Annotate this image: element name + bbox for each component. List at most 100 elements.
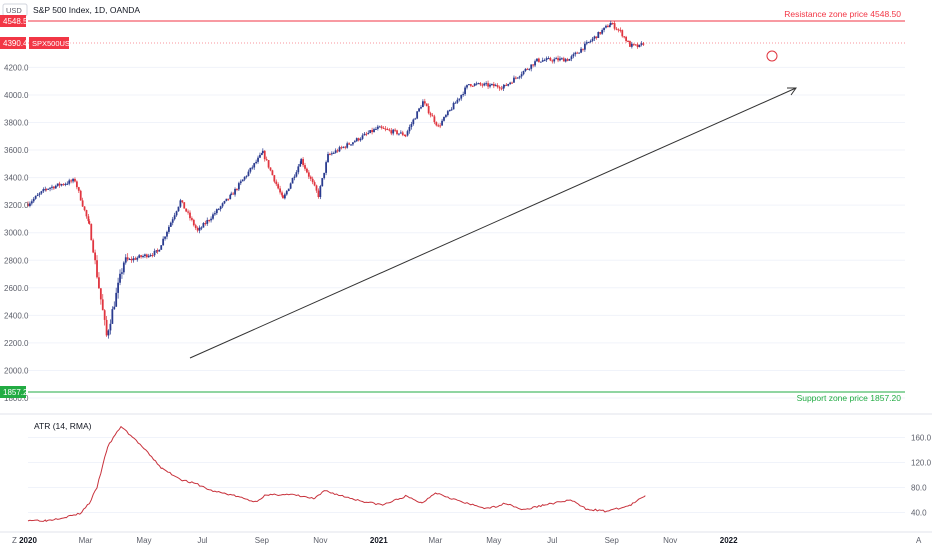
candle-body <box>422 101 424 108</box>
time-tick-label: 2021 <box>370 536 388 545</box>
candle-body <box>51 186 53 188</box>
price-axis[interactable]: 1800.0 2000.0 2200.0 2400.0 2600.0 2800.0 3000… <box>4 63 29 403</box>
candle-body <box>404 135 407 137</box>
candle-body <box>625 36 628 41</box>
timezone-toggle[interactable]: Z <box>12 536 17 545</box>
candle-body <box>578 52 581 54</box>
candle-body <box>466 85 468 88</box>
candle-body <box>603 27 605 31</box>
candle-body <box>375 128 377 130</box>
candle-body <box>367 132 370 134</box>
candle-body <box>291 177 294 184</box>
candle-body <box>534 61 536 66</box>
candle-body <box>416 111 419 119</box>
candle-body <box>642 43 645 45</box>
candle-body <box>96 260 98 278</box>
candle-body <box>267 160 270 168</box>
candle-body <box>134 258 137 260</box>
candle-body <box>441 120 443 126</box>
time-tick-label: Mar <box>79 536 93 545</box>
candle-body <box>619 29 622 31</box>
svg-text:4548.5: 4548.5 <box>3 17 28 26</box>
candle-body <box>380 126 383 128</box>
candle-body <box>122 262 125 273</box>
price-tick-label: 2800.0 <box>4 256 29 265</box>
candle-body <box>79 190 82 201</box>
candle-body <box>204 223 207 225</box>
candle-body <box>570 56 573 60</box>
atr-axis[interactable]: 40.0 80.0 120.0 160.0 <box>911 434 932 518</box>
candle-body <box>253 163 256 168</box>
candle-body <box>398 133 400 135</box>
candle-body <box>524 68 527 72</box>
candle-body <box>536 58 538 62</box>
candle-body <box>406 131 409 136</box>
candle-body <box>494 85 497 87</box>
candle-body <box>627 40 629 42</box>
chart-title: S&P 500 Index, 1D, OANDA <box>33 5 140 15</box>
candle-body <box>66 183 69 185</box>
candle-body <box>302 159 304 166</box>
candle-body <box>117 282 119 293</box>
candle-body <box>181 200 184 203</box>
candle-body <box>124 257 127 263</box>
candle-body <box>313 182 316 186</box>
candle-body <box>583 43 586 50</box>
candle-body <box>373 129 375 133</box>
atr-tick-label: 120.0 <box>911 459 932 468</box>
candle-body <box>532 64 535 66</box>
candle-body <box>443 116 445 121</box>
candle-body <box>522 71 525 75</box>
time-axis[interactable]: 2020 Mar May Jul Sep Nov 2021 Mar May Jul Sep Nov 20… <box>19 536 738 545</box>
candle-body <box>473 83 476 86</box>
candle-body <box>396 130 398 135</box>
time-tick-label: May <box>486 536 501 545</box>
candle-body <box>518 76 521 78</box>
candle-body <box>452 103 455 110</box>
candle-body <box>514 77 517 79</box>
candle-body <box>327 153 329 163</box>
candle-body <box>103 310 106 320</box>
candle-body <box>167 226 170 232</box>
price-tick-label: 2000.0 <box>4 366 29 375</box>
candle-body <box>162 238 165 246</box>
time-tick-label: Sep <box>255 536 270 545</box>
candle-body <box>498 87 501 89</box>
candle-body <box>450 109 453 111</box>
symbol-badge: SPX500USD <box>32 39 76 48</box>
candle-body <box>487 83 489 87</box>
price-tick-label: 3600.0 <box>4 146 29 155</box>
candle-body <box>589 40 592 42</box>
trend-arrow-head <box>787 87 797 96</box>
candle-body <box>593 36 596 39</box>
candle-body <box>638 44 641 48</box>
price-tick-label: 3400.0 <box>4 174 29 183</box>
candle-body <box>623 36 626 38</box>
candle-body <box>185 208 188 212</box>
candle-body <box>555 58 558 60</box>
candle-body <box>219 206 222 210</box>
candle-body <box>289 183 292 189</box>
time-tick-label: Sep <box>605 536 620 545</box>
candle-body <box>230 193 233 195</box>
candle-body <box>580 48 582 53</box>
auto-scale-toggle[interactable]: A <box>916 536 922 545</box>
candle-body <box>105 319 108 336</box>
candle-body <box>403 135 406 137</box>
candle-body <box>528 68 531 70</box>
candle-body <box>113 306 116 310</box>
candle-body <box>568 59 571 61</box>
time-tick-label: Nov <box>663 536 677 545</box>
candle-body <box>223 201 226 204</box>
candle-body <box>363 133 366 136</box>
candle-body <box>119 273 121 283</box>
candle-body <box>344 146 347 148</box>
candle-body <box>462 94 465 96</box>
candle-body <box>350 144 352 146</box>
candle-body <box>445 115 447 117</box>
atr-grid <box>28 437 905 513</box>
price-tick-label: 2400.0 <box>4 311 29 320</box>
candle-body <box>526 68 529 70</box>
atr-line <box>27 425 646 522</box>
